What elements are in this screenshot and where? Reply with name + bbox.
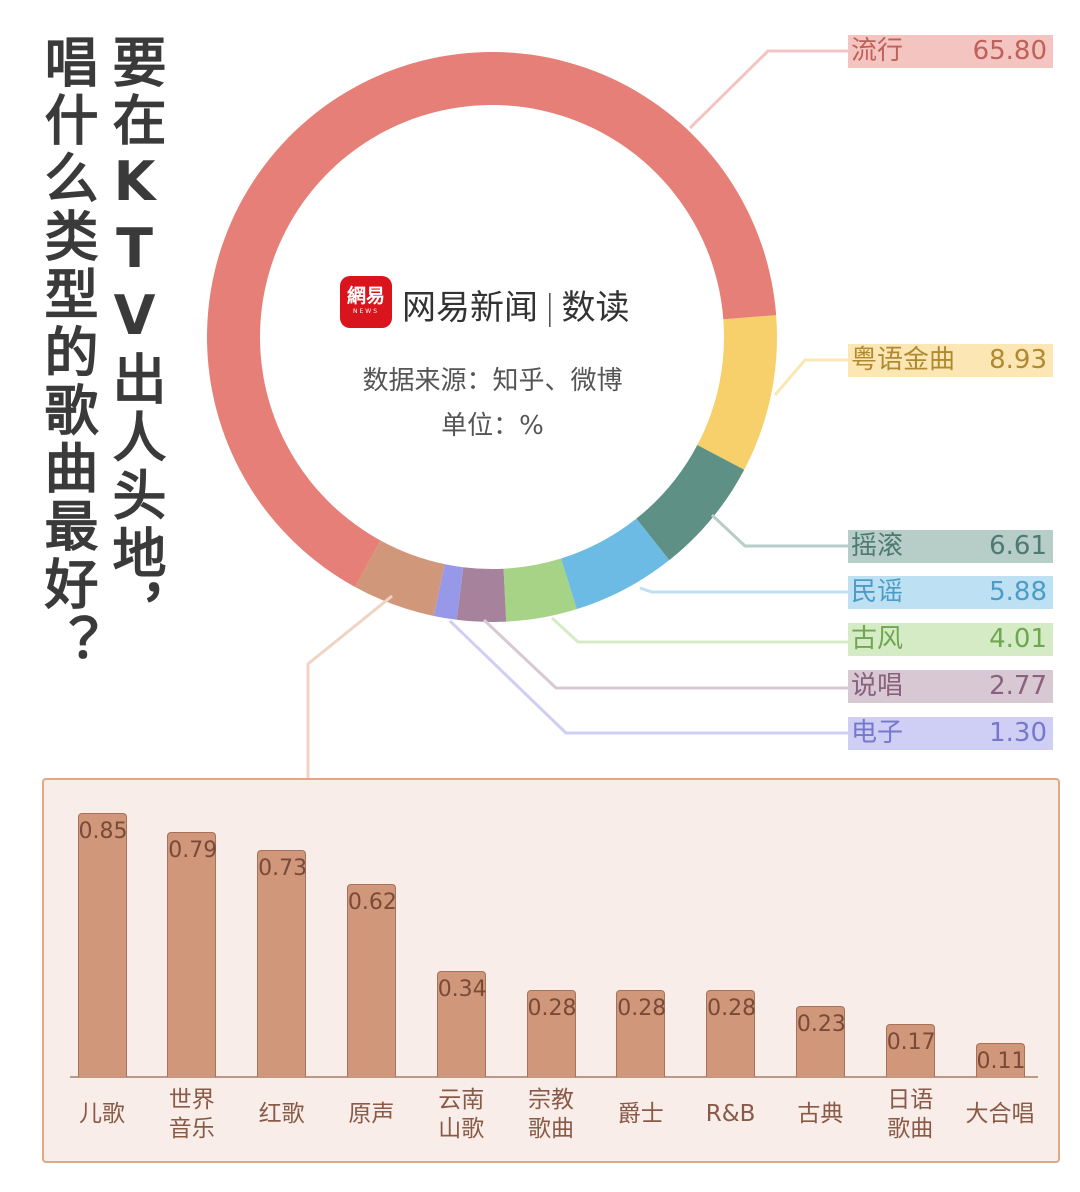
bar: 0.62 xyxy=(346,884,397,1077)
netease-news-logo: 網易 NEWS xyxy=(340,276,392,328)
category-label: 爵士 xyxy=(617,1101,664,1127)
other-connector-line xyxy=(306,594,393,778)
bar: 0.28 xyxy=(706,990,757,1077)
bar: 0.23 xyxy=(795,1005,846,1077)
category-label: 云南 山歌 xyxy=(438,1087,485,1142)
bar: 0.28 xyxy=(616,990,667,1077)
bar-value-label: 0.79 xyxy=(168,837,218,863)
donut-label: 粤语金曲 8.93 xyxy=(848,344,1053,377)
bar: 0.85 xyxy=(77,813,128,1077)
donut-label: 古风 4.01 xyxy=(848,623,1053,656)
label-name: 民谣 xyxy=(851,577,904,607)
unit-label: 单位：% xyxy=(441,411,544,441)
leader-line xyxy=(448,619,848,735)
bar-value-label: 0.17 xyxy=(886,1030,936,1056)
label-name: 古风 xyxy=(851,624,904,654)
label-name: 摇滚 xyxy=(851,531,904,561)
donut-slice-电子 xyxy=(433,564,464,620)
bar: 0.73 xyxy=(257,850,308,1077)
leader-line xyxy=(482,618,848,690)
bar-value-label: 0.85 xyxy=(78,819,128,844)
category-label: R&B xyxy=(705,1101,756,1127)
label-value: 1.30 xyxy=(989,718,1047,748)
label-value: 65.80 xyxy=(972,36,1047,66)
data-source: 数据来源：知乎、微博 xyxy=(362,366,623,396)
brand-name: 网易新闻 | 数读 xyxy=(402,288,630,328)
category-label: 原声 xyxy=(348,1101,395,1127)
donut-slice-other xyxy=(355,540,445,616)
bar: 0.34 xyxy=(436,971,487,1077)
leader-line xyxy=(688,49,848,130)
category-label: 儿歌 xyxy=(79,1101,125,1127)
title-line-1: 要在KTV出人头地， xyxy=(103,34,166,641)
bar-value-label: 0.28 xyxy=(527,996,577,1022)
bar-value-label: 0.28 xyxy=(617,996,667,1022)
bar-value-label: 0.11 xyxy=(976,1048,1026,1074)
label-value: 6.61 xyxy=(989,531,1047,561)
category-label: 古典 xyxy=(797,1101,844,1127)
bar: 0.79 xyxy=(167,831,218,1077)
bar-value-label: 0.73 xyxy=(258,856,308,882)
leader-line xyxy=(639,586,848,594)
leader-line xyxy=(550,616,848,644)
leader-line xyxy=(773,358,848,396)
donut-label: 摇滚 6.61 xyxy=(848,530,1053,563)
bar-value-label: 0.23 xyxy=(796,1011,846,1037)
bar: 0.28 xyxy=(526,990,577,1077)
label-name: 粤语金曲 xyxy=(851,345,956,375)
donut-slice-说唱 xyxy=(456,567,507,622)
category-label: 世界 音乐 xyxy=(168,1087,215,1142)
x-axis xyxy=(70,1076,1038,1078)
label-value: 8.93 xyxy=(989,345,1047,375)
donut-slice-民谣 xyxy=(560,518,670,610)
donut-label: 流行 65.80 xyxy=(848,35,1053,68)
label-value: 2.77 xyxy=(989,671,1047,701)
label-value: 4.01 xyxy=(989,624,1047,654)
bar: 0.11 xyxy=(975,1042,1026,1077)
category-label: 日语 歌曲 xyxy=(887,1087,934,1142)
category-label: 大合唱 xyxy=(965,1101,1035,1127)
donut-slice-粤语金曲 xyxy=(697,315,778,470)
bar-value-label: 0.62 xyxy=(347,890,397,916)
donut-slice-摇滚 xyxy=(636,445,745,561)
title-line-2: 唱什么类型的歌曲最好？ xyxy=(35,34,98,672)
bar: 0.17 xyxy=(885,1024,936,1077)
label-name: 电子 xyxy=(851,718,904,748)
bar-value-label: 0.28 xyxy=(707,996,757,1022)
category-label: 红歌 xyxy=(258,1101,305,1127)
donut-label: 说唱 2.77 xyxy=(848,670,1053,703)
label-name: 说唱 xyxy=(851,671,904,701)
label-name: 流行 xyxy=(851,36,904,66)
donut-label: 电子 1.30 xyxy=(848,717,1053,750)
donut-label: 民谣 5.88 xyxy=(848,576,1053,609)
leader-line xyxy=(710,513,848,548)
donut-slice-古风 xyxy=(503,558,577,622)
donut-chart xyxy=(207,49,848,778)
category-label: 宗教 歌曲 xyxy=(528,1087,574,1142)
label-value: 5.88 xyxy=(989,577,1047,607)
bar-value-label: 0.34 xyxy=(437,977,487,1003)
